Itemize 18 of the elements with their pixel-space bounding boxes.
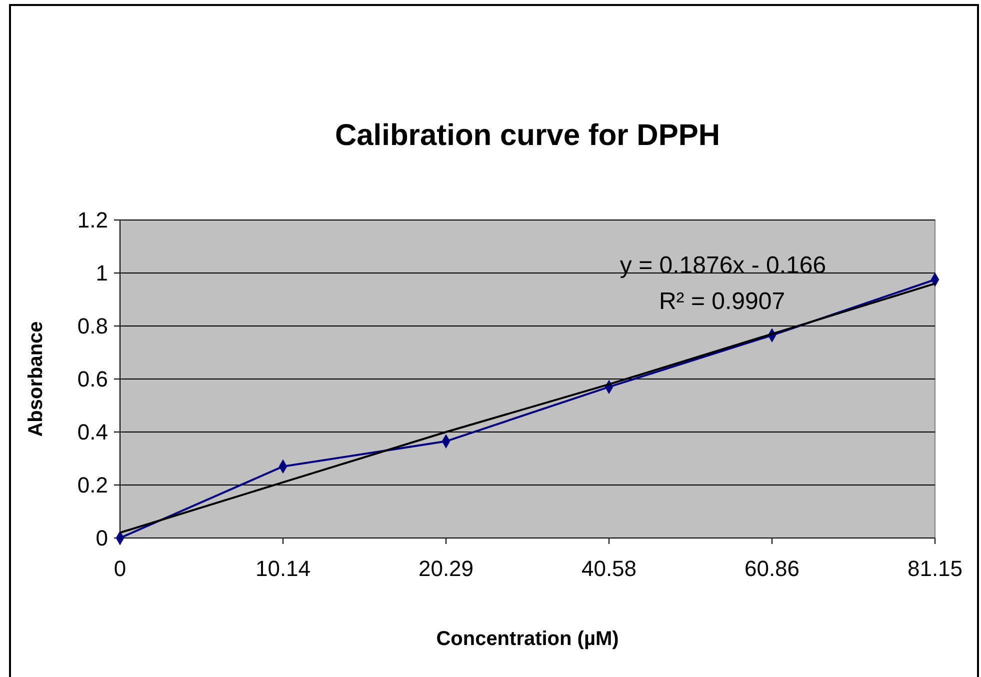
y-tick-label: 0.8: [77, 314, 108, 339]
annotation: y = 0.1876x - 0.166: [620, 252, 826, 279]
y-tick-label: 1.2: [77, 208, 108, 233]
x-tick-label: 20.29: [418, 556, 474, 581]
x-tick-label: 10.14: [255, 556, 311, 581]
x-axis-title: Concentration (µM): [436, 628, 619, 650]
y-tick-label: 0.2: [77, 472, 108, 498]
annotation: R² = 0.9907: [658, 288, 786, 315]
y-tick-label: 1: [96, 260, 108, 286]
y-axis-title: Absorbance: [25, 321, 47, 437]
x-tick-label: 60.86: [744, 556, 800, 581]
x-tick-label: 40.58: [581, 556, 637, 581]
y-tick-label: 0.6: [77, 366, 108, 392]
y-tick-label: 0.4: [77, 420, 108, 445]
y-tick-label: 0: [96, 526, 108, 551]
x-tick-label: 0: [114, 556, 126, 581]
chart-title: Calibration curve for DPPH: [334, 119, 720, 152]
x-tick-label: 81.15: [907, 556, 963, 581]
